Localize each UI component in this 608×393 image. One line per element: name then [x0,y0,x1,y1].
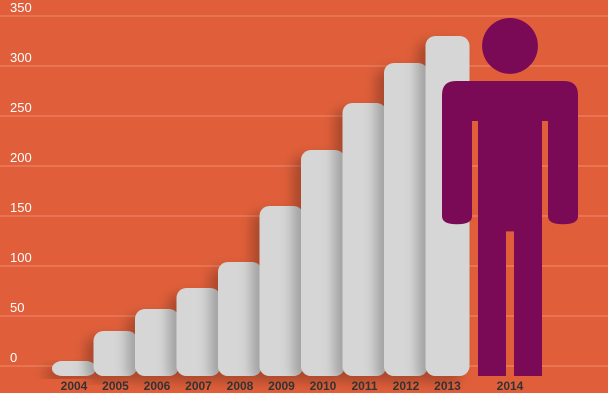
person-icon [442,18,578,377]
bar-2007 [176,288,221,376]
x-tick-label: 2014 [497,379,524,393]
x-tick-label: 2010 [310,379,337,393]
x-axis-labels: 2004 2005 2006 2007 2008 2009 2010 2011 2012 2013… [61,379,524,393]
y-tick-label: 100 [10,250,32,265]
x-tick-label: 2012 [393,379,420,393]
y-axis-labels: 0 50 100 150 200 250 300 350 [10,0,32,365]
bar-2006 [135,309,179,376]
x-tick-label: 2013 [434,379,461,393]
y-tick-label: 0 [10,350,17,365]
x-tick-label: 2009 [268,379,295,393]
x-tick-label: 2006 [144,379,171,393]
y-tick-label: 250 [10,100,32,115]
bar-2004 [52,361,96,376]
bar-2011 [342,103,387,376]
person-body [442,81,578,377]
y-tick-label: 50 [10,300,24,315]
y-tick-label: 300 [10,50,32,65]
bar-2012 [384,63,428,376]
y-tick-label: 150 [10,200,32,215]
x-tick-label: 2007 [185,379,212,393]
person-head [482,18,538,74]
bar-2005 [93,331,138,376]
y-tick-label: 350 [10,0,32,15]
x-tick-label: 2008 [227,379,254,393]
x-tick-label: 2011 [351,379,377,393]
x-tick-label: 2004 [61,379,88,393]
bar-2010 [301,150,345,376]
bar-2009 [259,206,304,376]
y-tick-label: 200 [10,150,32,165]
bar-2008 [218,262,262,376]
x-tick-label: 2005 [102,379,129,393]
